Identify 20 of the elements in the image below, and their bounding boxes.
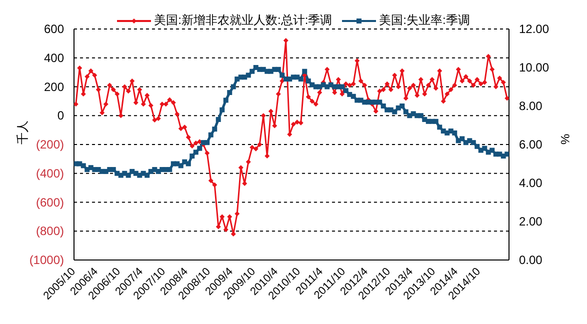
y2-tick-label: 8.00 xyxy=(519,99,543,113)
y-tick-label: (600) xyxy=(36,195,64,210)
y2-tick-label: 12.00 xyxy=(519,22,550,36)
legend-label: 美国:失业率:季调 xyxy=(379,12,470,29)
y-tick-label: (1000) xyxy=(29,253,64,267)
y-tick-label: 0 xyxy=(57,108,64,123)
y-tick-label: 600 xyxy=(44,22,64,36)
y-axis-title: 千人 xyxy=(15,120,30,144)
y-tick-label: 400 xyxy=(44,50,64,65)
legend-label: 美国:新增非农就业人数:总计:季调 xyxy=(154,12,332,29)
y2-axis-title: % xyxy=(558,134,572,145)
y-tick-label: 200 xyxy=(44,80,64,94)
y2-tick-label: 6.00 xyxy=(519,138,543,152)
y2-tick-label: 0.00 xyxy=(519,253,543,267)
y2-tick-label: 4.00 xyxy=(519,176,543,190)
y-tick-label: (400) xyxy=(36,166,64,180)
y-tick-label: (800) xyxy=(36,224,64,238)
y2-tick-label: 2.00 xyxy=(519,214,543,228)
y-tick-label: (200) xyxy=(36,138,64,152)
y2-tick-label: 10.00 xyxy=(519,60,550,74)
